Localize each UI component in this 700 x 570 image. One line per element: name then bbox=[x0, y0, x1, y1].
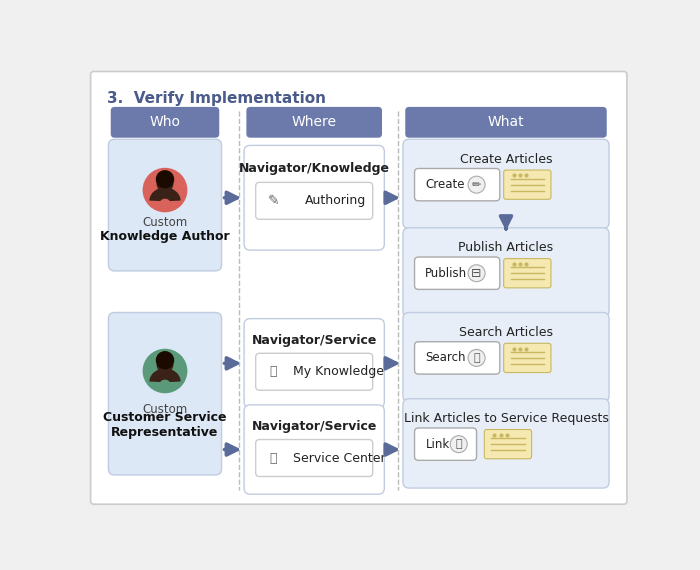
Text: Navigator/Service: Navigator/Service bbox=[251, 420, 377, 433]
Text: What: What bbox=[488, 115, 524, 129]
Circle shape bbox=[158, 357, 173, 373]
FancyBboxPatch shape bbox=[244, 405, 384, 494]
FancyBboxPatch shape bbox=[414, 428, 477, 461]
FancyBboxPatch shape bbox=[256, 353, 372, 390]
Text: Navigator/Service: Navigator/Service bbox=[251, 333, 377, 347]
Text: Custom: Custom bbox=[142, 403, 188, 416]
FancyBboxPatch shape bbox=[108, 312, 222, 475]
FancyBboxPatch shape bbox=[256, 439, 372, 477]
Text: Authoring: Authoring bbox=[304, 194, 365, 207]
Text: Custom: Custom bbox=[142, 216, 188, 229]
Text: ⊟: ⊟ bbox=[471, 267, 482, 280]
Text: Create Articles: Create Articles bbox=[460, 153, 552, 166]
FancyBboxPatch shape bbox=[414, 342, 500, 374]
FancyBboxPatch shape bbox=[90, 71, 627, 504]
Text: Navigator/Knowledge: Navigator/Knowledge bbox=[239, 162, 390, 175]
Text: ✏: ✏ bbox=[472, 180, 481, 190]
Text: Customer Service
Representative: Customer Service Representative bbox=[104, 411, 227, 439]
Text: Publish: Publish bbox=[424, 267, 467, 280]
Circle shape bbox=[144, 169, 187, 211]
Text: Service Center: Service Center bbox=[293, 451, 386, 465]
Circle shape bbox=[157, 171, 174, 188]
FancyBboxPatch shape bbox=[403, 228, 609, 317]
FancyBboxPatch shape bbox=[484, 430, 531, 459]
FancyBboxPatch shape bbox=[504, 343, 551, 373]
FancyBboxPatch shape bbox=[244, 145, 384, 250]
Text: Who: Who bbox=[150, 115, 181, 129]
FancyBboxPatch shape bbox=[403, 312, 609, 402]
Circle shape bbox=[144, 349, 187, 393]
Circle shape bbox=[450, 435, 468, 453]
Circle shape bbox=[468, 264, 485, 282]
FancyBboxPatch shape bbox=[405, 107, 607, 138]
Text: Knowledge Author: Knowledge Author bbox=[100, 230, 230, 243]
FancyBboxPatch shape bbox=[108, 139, 222, 271]
Text: 🔗: 🔗 bbox=[456, 439, 462, 449]
FancyBboxPatch shape bbox=[414, 169, 500, 201]
Text: 🔍: 🔍 bbox=[270, 365, 277, 378]
Text: Create: Create bbox=[426, 178, 466, 191]
Text: Search Articles: Search Articles bbox=[459, 326, 553, 339]
Text: Publish Articles: Publish Articles bbox=[458, 241, 554, 254]
FancyBboxPatch shape bbox=[403, 399, 609, 488]
Text: My Knowledge: My Knowledge bbox=[293, 365, 384, 378]
FancyBboxPatch shape bbox=[414, 257, 500, 290]
FancyBboxPatch shape bbox=[504, 259, 551, 288]
Text: 🔑: 🔑 bbox=[270, 451, 277, 465]
Circle shape bbox=[468, 176, 485, 193]
Text: 3.  Verify Implementation: 3. Verify Implementation bbox=[107, 92, 326, 107]
FancyBboxPatch shape bbox=[244, 319, 384, 408]
Circle shape bbox=[468, 349, 485, 367]
Text: Link: Link bbox=[426, 438, 450, 451]
FancyBboxPatch shape bbox=[504, 170, 551, 199]
Circle shape bbox=[158, 176, 173, 192]
FancyBboxPatch shape bbox=[403, 139, 609, 229]
Text: Where: Where bbox=[292, 115, 337, 129]
FancyBboxPatch shape bbox=[246, 107, 382, 138]
Text: Search: Search bbox=[426, 352, 466, 364]
FancyBboxPatch shape bbox=[256, 182, 372, 219]
Text: Link Articles to Service Requests: Link Articles to Service Requests bbox=[404, 412, 608, 425]
Text: ✎: ✎ bbox=[267, 194, 279, 208]
FancyBboxPatch shape bbox=[111, 107, 219, 138]
Circle shape bbox=[157, 352, 174, 369]
Text: 🔍: 🔍 bbox=[473, 353, 480, 363]
